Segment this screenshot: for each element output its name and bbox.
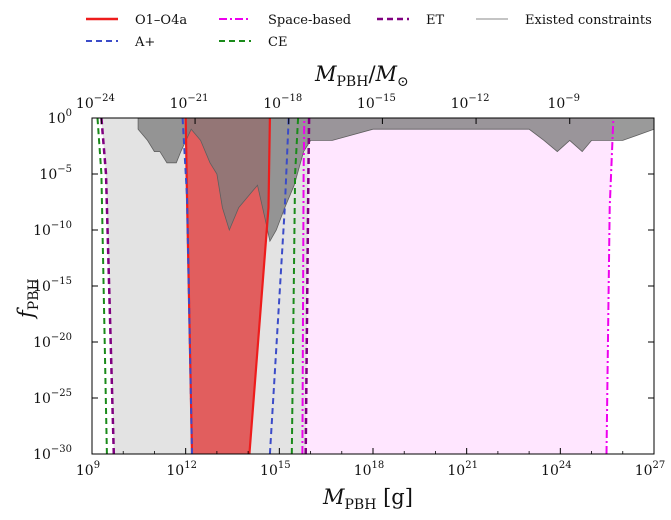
legend-label-space-based: Space-based [268, 13, 351, 28]
svg-text:MPBH/M⊙: MPBH/M⊙ [314, 62, 409, 90]
tick-label: 10−21 [170, 93, 209, 112]
tick-label: 10−25 [33, 388, 72, 407]
legend-label-ce: CE [268, 35, 287, 50]
legend-label-o1-o4a: O1–O4a [135, 13, 187, 28]
tick-label: 1024 [541, 460, 572, 479]
legend-entry-ce: CE [219, 35, 287, 50]
curve-space-based-right [605, 118, 615, 454]
region-o1-o4a [185, 118, 270, 454]
tick-label: 1021 [447, 460, 478, 479]
tick-label: 10−24 [76, 93, 115, 112]
plot-curves [96, 118, 615, 454]
region-space-based [302, 118, 614, 454]
curve-ce-right [290, 118, 300, 454]
tick-label: 10−18 [263, 93, 302, 112]
tick-label: 1012 [166, 460, 197, 479]
legend-label-a-plus: A+ [134, 35, 155, 50]
tick-label: 100 [48, 108, 72, 127]
y-axis-title: fPBH [14, 278, 42, 320]
svg-text:fPBH: fPBH [14, 278, 42, 320]
tick-label: 10−15 [357, 93, 396, 112]
tick-label: 10−5 [39, 164, 72, 183]
svg-text:MPBH [g]: MPBH [g] [322, 485, 413, 513]
legend: O1–O4a A+ Space-based CE ET Existed cons… [86, 13, 652, 50]
plot-regions [101, 118, 654, 454]
legend-entry-et: ET [377, 13, 444, 28]
tick-label: 109 [76, 460, 100, 479]
tick-label: 10−9 [547, 93, 580, 112]
region-existed-constraints [137, 118, 654, 243]
curve-et-right [304, 118, 311, 454]
legend-entry-a-plus: A+ [86, 35, 155, 50]
curve-o1-o4a-right [248, 118, 271, 454]
legend-label-existed-constraints: Existed constraints [525, 13, 652, 28]
tick-label: 10−12 [451, 93, 490, 112]
legend-entry-existed-constraints: Existed constraints [476, 13, 652, 28]
legend-label-et: ET [426, 13, 444, 28]
axis-ticks: 109 1012 1015 1018 1021 1024 1027 10−30 10−25 10−… [33, 93, 665, 479]
tick-label: 10−10 [33, 220, 72, 239]
top-axis-title: MPBH/M⊙ [314, 62, 409, 90]
tick-label: 1018 [354, 460, 385, 479]
curve-a-left [181, 118, 193, 454]
legend-entry-o1-o4a: O1–O4a [86, 13, 187, 28]
legend-entry-space-based: Space-based [219, 13, 351, 28]
curve-et-left [100, 118, 116, 454]
curve-a-right [268, 118, 290, 454]
tick-label: 1027 [635, 460, 666, 479]
tick-label: 10−15 [33, 276, 72, 295]
tick-label: 1015 [260, 460, 291, 479]
tick-label: 10−20 [33, 332, 72, 351]
tick-label: 10−30 [33, 444, 72, 463]
curve-ce-left [96, 118, 108, 454]
x-axis-title: MPBH [g] [322, 485, 413, 513]
